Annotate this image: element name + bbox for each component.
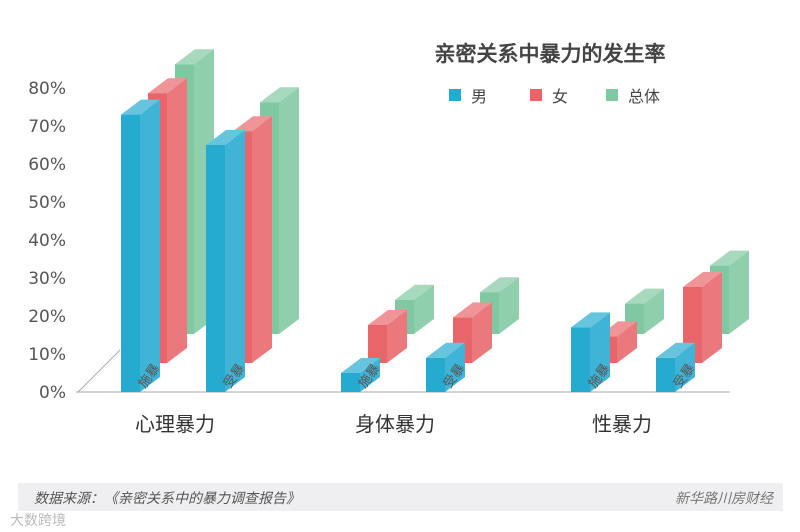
- y-tick-label: 20%: [28, 307, 66, 327]
- y-tick-label: 80%: [28, 79, 66, 99]
- depth-axis-line: [77, 349, 121, 393]
- category-label: 性暴力: [592, 412, 652, 436]
- bar-side: [387, 310, 407, 363]
- legend-swatch-female: [530, 89, 542, 101]
- y-tick-label: 60%: [28, 155, 66, 175]
- source-text: 数据来源：《亲密关系中的暴力调查报告》: [34, 491, 300, 507]
- y-tick-label: 10%: [28, 345, 66, 365]
- bar-top: [121, 99, 160, 115]
- legend-label: 总体: [628, 87, 661, 106]
- bar-side: [140, 99, 160, 392]
- bar-side: [167, 78, 187, 363]
- y-tick-label: 50%: [28, 193, 66, 213]
- watermark: 新华路川房财经: [675, 491, 773, 507]
- bar-top: [453, 302, 492, 318]
- bar-top: [426, 342, 465, 358]
- bar-top: [341, 358, 380, 373]
- bar-side: [279, 87, 299, 334]
- bar-side: [644, 288, 664, 334]
- bar-男-身体暴力-受暴: [426, 357, 445, 392]
- bar-side: [472, 302, 492, 363]
- bar-男-身体暴力-施暴: [341, 373, 360, 392]
- bar-top: [148, 78, 187, 94]
- bar-top: [480, 277, 519, 293]
- legend-label: 男: [471, 87, 488, 106]
- bar-side: [675, 342, 695, 392]
- bar-top: [395, 284, 434, 300]
- bar-top: [656, 342, 695, 358]
- y-tick-label: 70%: [28, 117, 66, 137]
- bar-top: [260, 87, 299, 103]
- bar-side: [590, 312, 610, 392]
- bar-女-身体暴力-施暴: [368, 325, 387, 363]
- bar-top: [571, 312, 610, 328]
- bar-side: [360, 358, 380, 392]
- bar-男-心理暴力-施暴: [121, 114, 140, 392]
- source-footer: 数据来源：《亲密关系中的暴力调查报告》 新华路川房财经: [18, 483, 783, 511]
- y-tick-label: 0%: [39, 383, 66, 403]
- bar-男-性暴力-施暴: [571, 327, 590, 392]
- legend-swatch-male: [449, 89, 461, 101]
- bar-top: [710, 250, 749, 266]
- bar-男-心理暴力-受暴: [206, 145, 225, 392]
- bar-top: [368, 310, 407, 325]
- bar-top: [625, 288, 664, 304]
- legend-label: 女: [552, 87, 569, 106]
- legend-item-female: 女: [530, 83, 568, 107]
- y-tick-label: 30%: [28, 269, 66, 289]
- chart-title: 亲密关系中暴力的发生率: [434, 42, 666, 66]
- bar-side: [499, 277, 519, 334]
- category-label: 心理暴力: [135, 412, 215, 436]
- bar-top: [206, 130, 245, 145]
- legend-swatch-overall: [606, 89, 618, 101]
- bar-side: [252, 116, 272, 363]
- bar-side: [702, 272, 722, 363]
- y-tick-label: 40%: [28, 231, 66, 251]
- bar-side: [414, 284, 434, 334]
- category-label: 身体暴力: [355, 412, 435, 436]
- bar-top: [683, 272, 722, 287]
- watermark-logo: 大数跨境: [10, 513, 66, 529]
- bar-side: [617, 321, 637, 363]
- bar-top: [175, 49, 214, 65]
- bar-top: [233, 116, 272, 132]
- bar-side: [445, 342, 465, 392]
- legend-item-overall: 总体: [606, 83, 660, 107]
- bar-side: [729, 250, 749, 334]
- bar-男-性暴力-受暴: [656, 357, 675, 392]
- legend-item-male: 男: [449, 83, 487, 107]
- bar-side: [225, 130, 245, 392]
